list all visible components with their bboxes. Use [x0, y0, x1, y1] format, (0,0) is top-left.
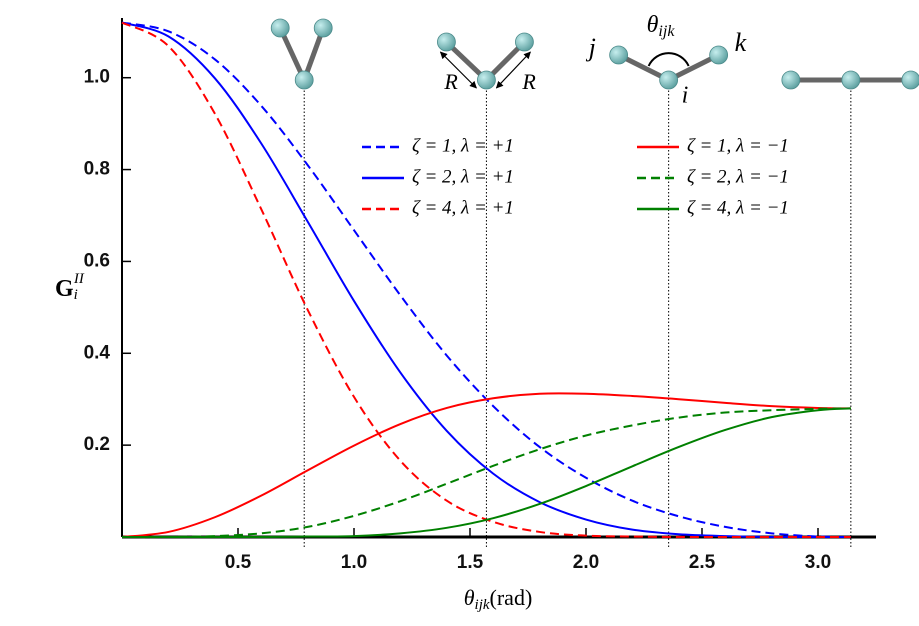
atom — [901, 70, 919, 90]
series-line — [121, 21, 851, 539]
x-label-sub: ijk — [475, 597, 490, 613]
atom — [270, 18, 290, 38]
series-line — [121, 21, 851, 538]
y-tick-label: 0.4 — [84, 342, 111, 363]
annotation: R — [443, 69, 458, 94]
annotation: j — [586, 33, 596, 62]
annotation: θijk — [647, 12, 676, 40]
angle-arc — [647, 52, 690, 67]
series-line — [121, 392, 851, 538]
legend-label: ζ = 4, λ = +1 — [412, 197, 514, 218]
y-tick-label: 0.8 — [84, 159, 110, 180]
series-line — [122, 407, 851, 539]
series-line — [121, 21, 851, 539]
x-label-rest: (rad) — [490, 585, 533, 610]
y-tick-label: 0.2 — [84, 434, 110, 455]
legend-label: ζ = 1, λ = +1 — [412, 135, 514, 156]
arrow — [495, 51, 531, 89]
x-tick-label: 1.0 — [341, 552, 367, 573]
x-axis-label: θijk(rad) — [464, 585, 533, 613]
x-tick-label: 3.0 — [805, 552, 831, 573]
annotation-base: θ — [647, 12, 659, 38]
legend-label: ζ = 2, λ = +1 — [412, 166, 514, 187]
legend-label: ζ = 2, λ = −1 — [687, 166, 789, 187]
y-tick-label: 1.0 — [84, 67, 110, 88]
x-tick-label: 0.5 — [225, 552, 252, 573]
legend-label: ζ = 4, λ = −1 — [687, 197, 789, 218]
x-label-base: θ — [464, 585, 475, 610]
atom — [515, 32, 534, 52]
y-tick-label: 0.6 — [84, 250, 110, 271]
atom — [609, 45, 629, 65]
bond — [277, 26, 307, 82]
annotation: i — [682, 83, 689, 109]
annotation-sub: ijk — [658, 23, 675, 40]
x-tick-label: 2.5 — [689, 552, 716, 573]
atom — [841, 70, 861, 90]
y-label-sub: i — [74, 287, 78, 303]
y-axis-label: GiII — [55, 271, 85, 303]
atom — [477, 70, 496, 90]
y-label-sup: II — [73, 271, 85, 287]
y-label-base: G — [55, 276, 74, 302]
atom — [437, 32, 456, 52]
annotation: R — [521, 69, 536, 94]
atom — [294, 70, 314, 90]
arrow — [439, 51, 477, 89]
atom — [709, 45, 729, 65]
atom — [313, 18, 333, 38]
x-tick-label: 1.5 — [457, 552, 484, 573]
x-tick-label: 2.0 — [573, 552, 599, 573]
legend-label: ζ = 1, λ = −1 — [687, 135, 789, 156]
series-line — [121, 407, 851, 539]
atom — [659, 70, 679, 90]
annotation: k — [735, 28, 747, 57]
atom — [781, 70, 801, 90]
